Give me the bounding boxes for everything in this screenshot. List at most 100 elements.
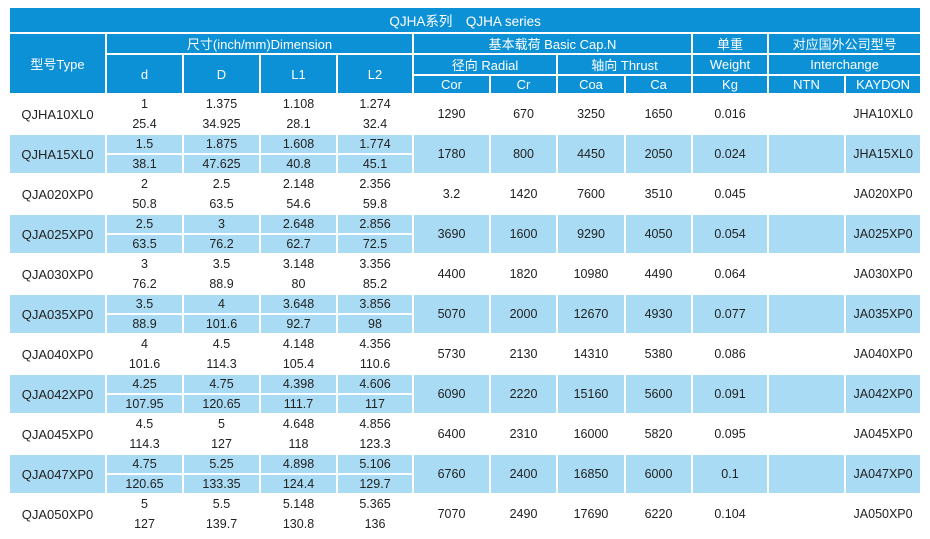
- ntn-value: [769, 215, 844, 253]
- dim-L1-mm: 124.4: [261, 475, 336, 493]
- cap-cor: 6400: [437, 427, 466, 441]
- table-row: QJA040XP0 4 4.5 4.148 4.356 5730 2130 14…: [10, 335, 920, 362]
- table-row-mm: 88.9 101.6 92.7 98: [10, 315, 920, 333]
- dim-d-mm: 120.65: [107, 475, 182, 493]
- ntn-value: [769, 295, 844, 333]
- dim-d-inch: 4.5: [135, 417, 154, 431]
- table-row-mm: 127 139.7 130.8 136: [10, 515, 920, 533]
- dim-L2-mm: 123.3: [359, 437, 391, 451]
- dim-L1-mm: 28.1: [286, 117, 311, 131]
- dim-d-mm: 38.1: [107, 155, 182, 173]
- dim-D-inch: 1.875: [184, 135, 259, 153]
- dim-L1-mm: 111.7: [261, 395, 336, 413]
- cap-ca: 6220: [644, 507, 673, 521]
- kaydon-value: JA040XP0: [853, 347, 913, 361]
- dim-L1-inch: 3.148: [282, 257, 315, 271]
- ntn-value: [769, 415, 844, 453]
- dim-L1-inch: 4.148: [282, 337, 315, 351]
- table-row: QJA025XP0 2.5 3 2.648 2.856 3690 1600 92…: [10, 215, 921, 253]
- weight-value: 0.064: [714, 267, 746, 281]
- cap-cor: 4400: [437, 267, 466, 281]
- cap-cr: 2490: [509, 507, 538, 521]
- table-row: QJA020XP0 2 2.5 2.148 2.356 3.2 1420 760…: [10, 175, 920, 202]
- dim-L2-inch: 2.356: [359, 177, 391, 191]
- weight-value: 0.1: [693, 455, 767, 493]
- dim-L2-mm: 72.5: [338, 235, 412, 253]
- dim-L2-inch: 2.856: [338, 215, 412, 233]
- dim-d-mm: 127: [134, 517, 155, 531]
- table-row: QJA042XP0 4.25 4.75 4.398 4.606 6090 222…: [10, 375, 921, 413]
- dim-D-mm: 120.65: [184, 395, 259, 413]
- cap-ca: 4050: [626, 215, 691, 253]
- cap-ca: 5380: [644, 347, 673, 361]
- dim-L1-mm: 80: [291, 277, 306, 291]
- table-row-mm: 76.2 88.9 80 85.2: [10, 275, 920, 293]
- dim-L2-mm: 85.2: [362, 277, 388, 291]
- dim-L2-mm: 98: [338, 315, 412, 333]
- dim-L2-mm: 117: [338, 395, 412, 413]
- dim-D-inch: 4: [184, 295, 259, 313]
- model-cell: QJA045XP0: [21, 426, 94, 442]
- col-header-weight-en: Weight: [693, 55, 767, 74]
- ntn-value: [769, 135, 844, 173]
- ntn-value: [769, 175, 844, 213]
- ntn-value: [769, 455, 844, 493]
- cap-coa: 17690: [573, 507, 609, 521]
- weight-value: 0.095: [714, 427, 746, 441]
- dim-L1-inch: 4.648: [282, 417, 315, 431]
- dim-D-inch: 5.25: [184, 455, 259, 473]
- dim-L1-inch: 4.398: [261, 375, 336, 393]
- table-row: QJA050XP0 5 5.5 5.148 5.365 7070 2490 17…: [10, 495, 920, 522]
- model-cell: QJHA10XL0: [21, 106, 94, 122]
- cap-coa: 9290: [558, 215, 624, 253]
- cap-coa: 16000: [573, 427, 609, 441]
- weight-value: 0.045: [714, 187, 746, 201]
- ntn-value: [769, 495, 844, 533]
- cap-cor: 3.2: [442, 187, 461, 201]
- dim-D-inch: 2.5: [212, 177, 231, 191]
- table-row-mm: 63.5 76.2 62.7 72.5: [10, 235, 920, 253]
- weight-value: 0.104: [714, 507, 746, 521]
- dim-L1-mm: 40.8: [261, 155, 336, 173]
- table-row: QJA047XP0 4.75 5.25 4.898 5.106 6760 240…: [10, 455, 921, 493]
- table-row: QJHA10XL0 1 1.375 1.108 1.274 1290 670 3…: [10, 95, 920, 122]
- col-header-ntn: NTN: [769, 76, 844, 93]
- cap-ca: 2050: [626, 135, 691, 173]
- dim-L2-inch: 3.356: [359, 257, 391, 271]
- model-cell: QJHA15XL0: [10, 135, 105, 173]
- col-header-interchange-cn: 对应国外公司型号: [769, 34, 921, 53]
- header-row-units: Cor Cr Coa Ca Kg NTN KAYDON: [10, 76, 921, 93]
- dim-d-inch: 3.5: [107, 295, 182, 313]
- col-header-dimension: 尺寸(inch/mm)Dimension: [107, 34, 412, 53]
- dim-D-mm: 47.625: [184, 155, 259, 173]
- col-header-L1: L1: [261, 55, 336, 93]
- col-header-d: d: [107, 55, 182, 93]
- dim-L2-mm: 32.4: [362, 117, 388, 131]
- kaydon-value: JA035XP0: [846, 295, 921, 333]
- cap-cr: 1420: [509, 187, 538, 201]
- cap-cor: 1780: [414, 135, 489, 173]
- dim-d-inch: 4.25: [107, 375, 182, 393]
- cap-ca: 6000: [626, 455, 691, 493]
- weight-value: 0.016: [714, 107, 746, 121]
- dim-d-inch: 3: [141, 257, 148, 271]
- model-cell: QJA040XP0: [21, 346, 94, 362]
- dim-D-mm: 133.35: [184, 475, 259, 493]
- cap-cr: 1600: [491, 215, 556, 253]
- model-cell: QJA020XP0: [21, 186, 94, 202]
- col-header-coa: Coa: [558, 76, 624, 93]
- col-header-D: D: [184, 55, 259, 93]
- dim-L2-inch: 5.365: [359, 497, 391, 511]
- dim-L2-mm: 45.1: [338, 155, 412, 173]
- col-header-ca: Ca: [626, 76, 691, 93]
- kaydon-value: JA047XP0: [846, 455, 921, 493]
- dim-d-mm: 114.3: [129, 437, 160, 451]
- dim-L1-inch: 4.898: [261, 455, 336, 473]
- spec-table: QJHA系列 QJHA series 型号Type 尺寸(inch/mm)Dim…: [8, 6, 922, 535]
- cap-ca: 3510: [644, 187, 673, 201]
- dim-L1-mm: 105.4: [282, 357, 315, 371]
- dim-L2-inch: 4.856: [359, 417, 391, 431]
- dim-L1-mm: 92.7: [261, 315, 336, 333]
- cap-cor: 1290: [437, 107, 466, 121]
